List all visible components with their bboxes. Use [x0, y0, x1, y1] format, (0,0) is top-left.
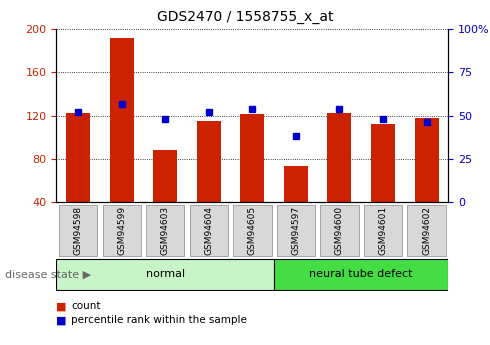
- Text: ■: ■: [56, 302, 67, 311]
- Text: GSM94604: GSM94604: [204, 206, 213, 255]
- Text: GSM94598: GSM94598: [74, 206, 83, 255]
- Bar: [284, 166, 308, 202]
- Bar: [327, 114, 351, 202]
- Text: normal: normal: [146, 269, 185, 279]
- Bar: [415, 118, 439, 202]
- Text: percentile rank within the sample: percentile rank within the sample: [71, 315, 247, 325]
- FancyBboxPatch shape: [407, 205, 446, 256]
- Bar: [241, 115, 264, 202]
- Bar: [197, 121, 221, 202]
- Text: disease state ▶: disease state ▶: [5, 269, 91, 279]
- Text: neural tube defect: neural tube defect: [310, 269, 413, 279]
- Text: GSM94605: GSM94605: [248, 206, 257, 255]
- Text: GSM94603: GSM94603: [161, 206, 170, 255]
- Bar: [371, 124, 395, 202]
- Text: ■: ■: [56, 315, 67, 325]
- FancyBboxPatch shape: [277, 205, 315, 256]
- FancyBboxPatch shape: [274, 259, 448, 290]
- Text: GSM94602: GSM94602: [422, 206, 431, 255]
- FancyBboxPatch shape: [102, 205, 141, 256]
- FancyBboxPatch shape: [56, 259, 274, 290]
- FancyBboxPatch shape: [190, 205, 228, 256]
- Bar: [110, 38, 134, 202]
- FancyBboxPatch shape: [320, 205, 359, 256]
- FancyBboxPatch shape: [364, 205, 402, 256]
- Bar: [66, 114, 90, 202]
- FancyBboxPatch shape: [233, 205, 271, 256]
- FancyBboxPatch shape: [146, 205, 184, 256]
- FancyBboxPatch shape: [59, 205, 98, 256]
- Text: GSM94597: GSM94597: [292, 206, 300, 255]
- Text: GSM94600: GSM94600: [335, 206, 344, 255]
- Text: GDS2470 / 1558755_x_at: GDS2470 / 1558755_x_at: [157, 10, 333, 24]
- Bar: [153, 150, 177, 202]
- Text: count: count: [71, 302, 100, 311]
- Text: GSM94599: GSM94599: [117, 206, 126, 255]
- Text: GSM94601: GSM94601: [378, 206, 388, 255]
